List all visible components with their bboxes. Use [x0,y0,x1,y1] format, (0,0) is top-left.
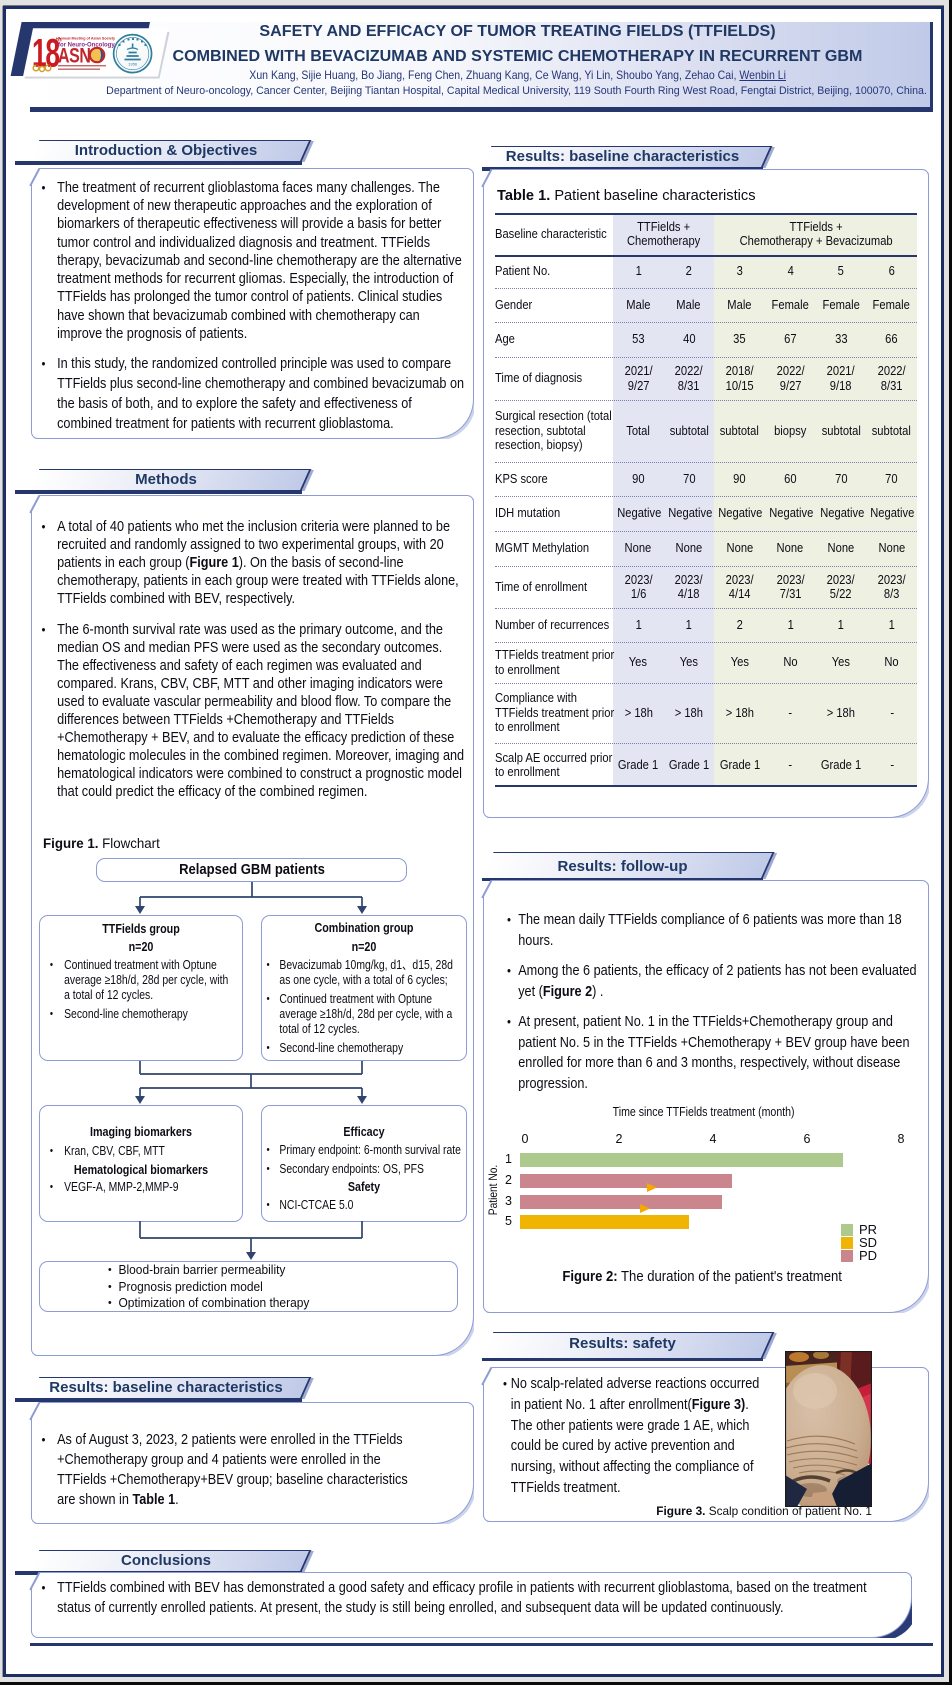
svg-text:for Neuro-Oncology: for Neuro-Oncology [58,43,115,49]
svg-text:1956: 1956 [128,62,138,67]
svg-text:Annual Meeting of Asian Societ: Annual Meeting of Asian Society [58,37,116,41]
svg-text:ASN: ASN [58,43,91,67]
svg-text:th: th [56,38,62,44]
svg-text:18: 18 [32,31,59,76]
